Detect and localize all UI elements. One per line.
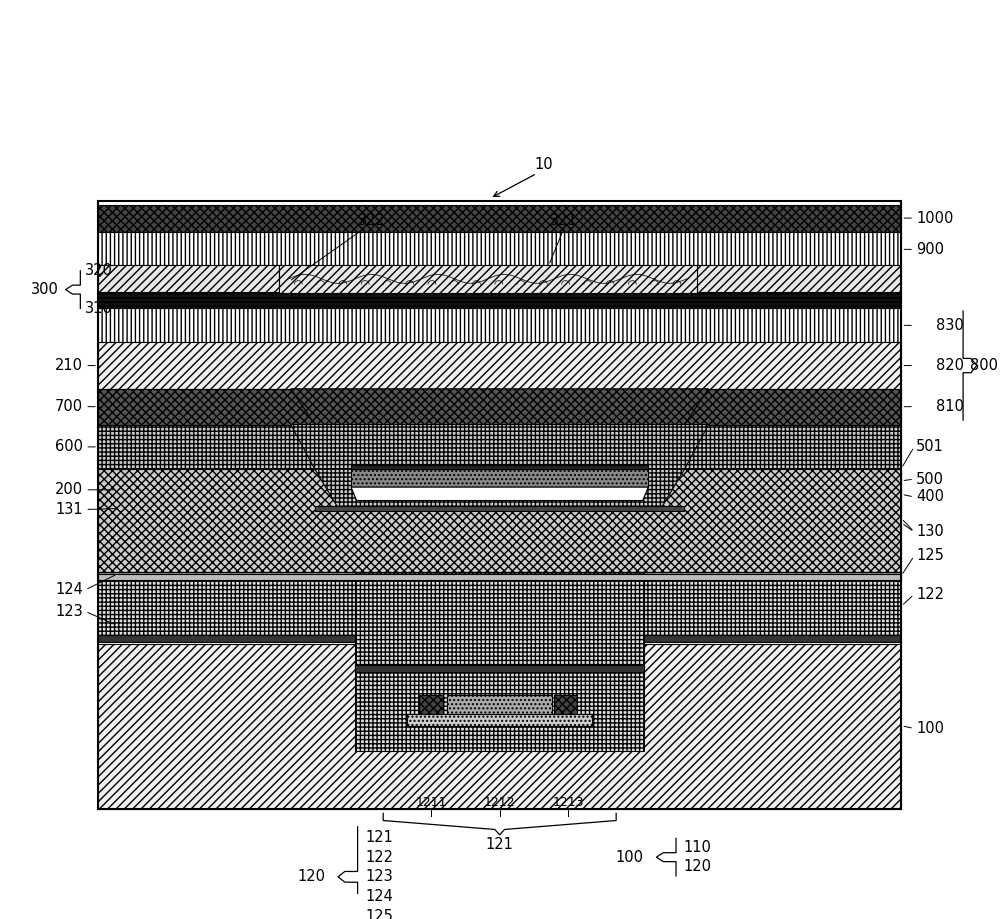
Polygon shape [351, 487, 648, 501]
Polygon shape [291, 389, 709, 425]
Text: 124: 124 [55, 583, 83, 597]
Text: 121: 121 [365, 830, 393, 845]
Text: 320: 320 [85, 264, 113, 278]
Bar [98, 470, 901, 572]
Text: 122: 122 [365, 850, 393, 865]
Bar [98, 573, 901, 580]
Text: 121: 121 [486, 836, 514, 852]
Text: 130: 130 [916, 525, 944, 539]
Bar [315, 505, 684, 511]
Bar [98, 389, 383, 425]
Bar [355, 665, 644, 672]
Bar [554, 696, 577, 715]
Text: 820: 820 [936, 358, 964, 373]
Text: 124: 124 [365, 889, 393, 904]
Text: 123: 123 [56, 604, 83, 618]
Bar [98, 266, 279, 293]
Bar [279, 266, 697, 293]
Text: 122: 122 [916, 587, 944, 602]
Bar [98, 635, 901, 641]
Bar [98, 572, 901, 578]
Text: 500: 500 [916, 471, 944, 486]
Text: 321: 321 [549, 213, 577, 228]
Bar [98, 343, 901, 389]
Text: 800: 800 [970, 358, 998, 373]
Text: 830: 830 [936, 318, 963, 333]
Bar [351, 465, 648, 470]
Text: 1213: 1213 [552, 796, 584, 809]
Text: 700: 700 [55, 399, 83, 414]
Bar [616, 389, 901, 425]
Text: 120: 120 [297, 869, 325, 884]
Text: 210: 210 [55, 358, 83, 373]
Text: 131: 131 [56, 502, 83, 517]
Text: 1000: 1000 [916, 210, 953, 225]
Text: 120: 120 [684, 859, 712, 875]
Text: 100: 100 [916, 720, 944, 736]
Bar [419, 696, 443, 715]
Polygon shape [291, 425, 709, 470]
Text: 810: 810 [936, 399, 964, 414]
Text: 322: 322 [358, 213, 386, 228]
Bar [98, 233, 901, 266]
Text: 125: 125 [916, 549, 944, 563]
Text: 900: 900 [916, 242, 944, 257]
Bar [447, 696, 552, 715]
Text: 310: 310 [85, 301, 113, 316]
Text: 1211: 1211 [416, 796, 447, 809]
Text: 1212: 1212 [484, 796, 515, 809]
Bar [98, 205, 901, 233]
Bar [600, 425, 901, 470]
Text: 600: 600 [55, 439, 83, 454]
Bar [98, 201, 901, 809]
Bar [98, 643, 901, 809]
Text: 200: 200 [55, 482, 83, 497]
Bar [355, 572, 644, 751]
Polygon shape [315, 470, 684, 509]
Text: 10: 10 [534, 156, 553, 172]
Bar [98, 578, 901, 635]
Text: 125: 125 [365, 909, 393, 919]
Text: 400: 400 [916, 490, 944, 505]
Bar [407, 714, 592, 726]
Text: 110: 110 [684, 840, 712, 855]
Bar [98, 470, 399, 509]
Bar [351, 470, 648, 487]
Text: 300: 300 [31, 282, 59, 297]
Bar [98, 309, 901, 343]
Text: 501: 501 [916, 439, 944, 454]
Bar [98, 425, 399, 470]
Text: 123: 123 [365, 869, 393, 884]
Text: 100: 100 [616, 850, 644, 865]
Bar [600, 470, 901, 509]
Bar [697, 266, 901, 293]
Bar [98, 292, 901, 309]
